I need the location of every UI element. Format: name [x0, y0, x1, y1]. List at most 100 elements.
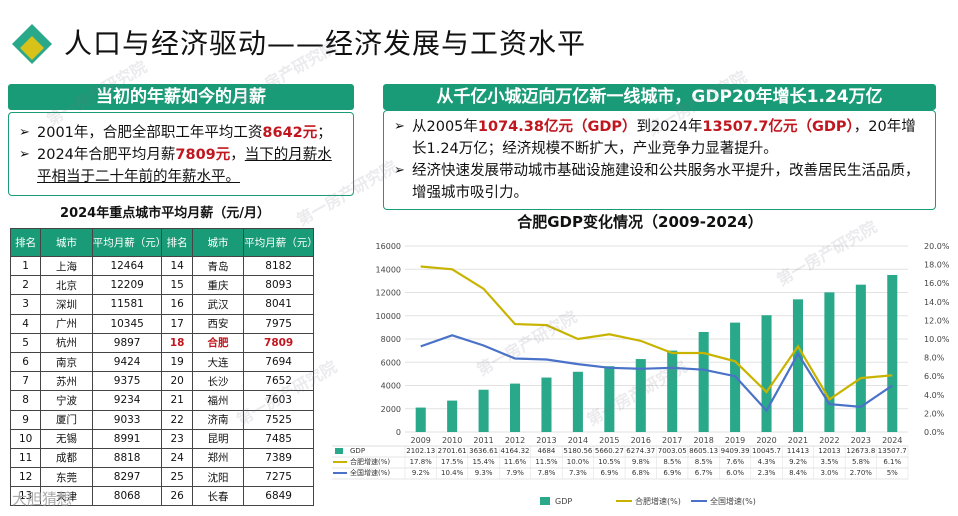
- table-row: 3 深圳 11581 16 武汉 8041: [9, 294, 314, 315]
- data-label: 7.9%: [506, 469, 524, 477]
- gdp-bar: [447, 400, 458, 432]
- right-bullet-1: 从2005年1074.38亿元（GDP）到2024年13507.7亿元（GDP）…: [394, 116, 923, 160]
- data-label: 4684: [538, 447, 556, 455]
- table-cell: 杭州: [40, 332, 93, 353]
- y-tick-label: 0: [396, 428, 401, 437]
- table-cell: 8991: [91, 428, 163, 449]
- data-label: 8.4%: [789, 469, 807, 477]
- table-cell: 9033: [91, 409, 163, 430]
- data-label: 11.5%: [535, 458, 558, 466]
- data-label: 9.2%: [412, 469, 430, 477]
- table-cell: 26: [161, 486, 193, 507]
- table-cell: 17: [161, 313, 193, 334]
- table-cell: 天津: [40, 486, 93, 507]
- table-cell: 7652: [243, 371, 314, 392]
- table-header-cell: 平均月薪（元）: [243, 228, 318, 257]
- gdp-bar: [572, 371, 583, 432]
- data-table-series-name: 全国增速(%): [350, 468, 390, 477]
- x-tick-label: 2013: [536, 436, 556, 445]
- table-cell: 9424: [91, 351, 163, 373]
- table-cell: 19: [161, 351, 193, 373]
- data-label: 8.5%: [695, 458, 713, 466]
- salary-table-title: 2024年重点城市平均月薪（元/月）: [60, 206, 270, 221]
- table-cell: 7975: [243, 313, 314, 334]
- table-header-cell: 城市: [191, 228, 245, 257]
- right-panel-heading: 从千亿小城迈向万亿新一线城市，GDP20年增长1.24万亿: [383, 84, 936, 110]
- data-label: 6.7%: [695, 469, 713, 477]
- table-cell: 重庆: [191, 275, 245, 296]
- gdp-bar: [698, 331, 709, 432]
- right-bullet-2: 经济快速发展带动城市基础设施建设和公共服务水平提升，改善居民生活品质，增强城市吸…: [394, 160, 923, 204]
- data-label: 10045.7: [752, 447, 781, 455]
- x-tick-label: 2024: [882, 436, 902, 445]
- data-label: 15.4%: [472, 458, 495, 466]
- x-tick-label: 2012: [505, 436, 525, 445]
- table-row: 6 南京 9424 19 大连 7694: [9, 351, 314, 373]
- legend-label: 全国增速(%): [710, 496, 756, 506]
- table-cell: 6849: [243, 486, 314, 507]
- y2-tick-label: 12.0%: [924, 316, 950, 325]
- table-cell: 5: [9, 332, 42, 353]
- table-cell: 9234: [91, 390, 163, 411]
- table-cell: 22: [161, 409, 193, 430]
- data-label: 7003.05: [658, 447, 687, 455]
- table-row: 9 厦门 9033 22 济南 7525: [9, 409, 314, 430]
- table-row: 1 上海 12464 14 青岛 8182: [9, 255, 314, 277]
- table-row: 10 无锡 8991 23 昆明 7485: [9, 428, 314, 449]
- table-cell: 9: [9, 409, 42, 430]
- table-header-row: 排名 城市 平均月薪（元） 排名 城市 平均月薪（元）: [9, 228, 318, 257]
- y2-tick-label: 18.0%: [924, 261, 950, 270]
- data-label: 10.5%: [598, 458, 621, 466]
- table-cell: 18: [161, 332, 193, 353]
- y-tick-label: 2000: [381, 405, 401, 414]
- data-label: 2.70%: [850, 469, 873, 477]
- data-label: 10.4%: [441, 469, 464, 477]
- table-cell: 14: [161, 255, 193, 277]
- table-cell: 9897: [91, 332, 163, 353]
- table-cell: 8041: [243, 294, 314, 315]
- table-cell: 6: [9, 351, 42, 373]
- table-cell: 12464: [91, 255, 163, 277]
- table-cell: 长沙: [191, 371, 245, 392]
- table-cell: 福州: [191, 390, 245, 411]
- table-cell: 15: [161, 275, 193, 296]
- y-tick-label: 4000: [381, 382, 401, 391]
- table-cell: 9375: [91, 371, 163, 392]
- x-tick-label: 2020: [756, 436, 776, 445]
- y2-tick-label: 20.0%: [924, 242, 950, 251]
- table-cell: 8093: [243, 275, 314, 296]
- y-tick-label: 10000: [376, 312, 401, 321]
- data-label: 3.0%: [821, 469, 839, 477]
- table-cell: 合肥: [191, 332, 245, 353]
- data-label: 4164.32: [501, 447, 530, 455]
- table-row: 11 成都 8818 24 郑州 7389: [9, 447, 314, 469]
- data-label: 17.5%: [441, 458, 464, 466]
- table-cell: 11581: [91, 294, 163, 315]
- table-cell: 厦门: [40, 409, 93, 430]
- data-label: 11413: [787, 447, 809, 455]
- table-cell: 13: [9, 486, 42, 507]
- left-bullet-1: 2001年，合肥全部职工年平均工资8642元；: [19, 122, 345, 144]
- data-label: 12013: [818, 447, 840, 455]
- table-cell: 昆明: [191, 428, 245, 449]
- x-tick-label: 2015: [599, 436, 619, 445]
- data-label: 6.0%: [726, 469, 744, 477]
- table-cell: 成都: [40, 447, 93, 469]
- page-title: 人口与经济驱动——经济发展与工资水平: [64, 27, 587, 60]
- table-row: 4 广州 10345 17 西安 7975: [9, 313, 314, 334]
- data-label: 12673.8: [846, 447, 875, 455]
- table-cell: 8068: [91, 486, 163, 507]
- y2-tick-label: 16.0%: [924, 279, 950, 288]
- x-tick-label: 2016: [631, 436, 651, 445]
- y2-tick-label: 2.0%: [924, 409, 945, 418]
- y-tick-label: 16000: [376, 242, 401, 251]
- data-label: 17.8%: [410, 458, 433, 466]
- brand-mark: 大胆猜想: [12, 490, 73, 508]
- table-cell: 11: [9, 447, 42, 469]
- data-label: 5180.56: [563, 447, 592, 455]
- table-cell: 大连: [191, 351, 245, 373]
- data-table-series-name: GDP: [350, 447, 365, 455]
- data-label: 3.5%: [821, 458, 839, 466]
- table-cell: 23: [161, 428, 193, 449]
- data-label: 8.5%: [663, 458, 681, 466]
